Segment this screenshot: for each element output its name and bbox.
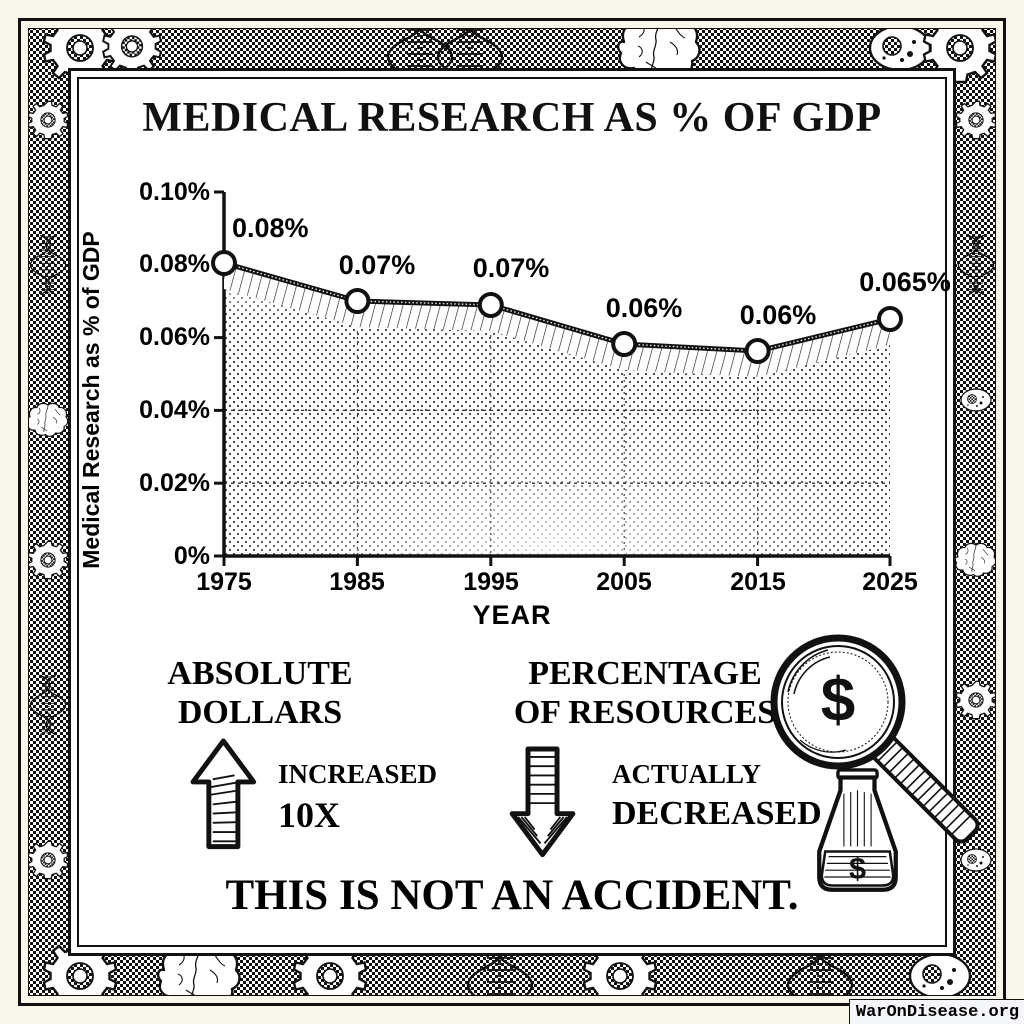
svg-text:$: $ (821, 666, 855, 735)
